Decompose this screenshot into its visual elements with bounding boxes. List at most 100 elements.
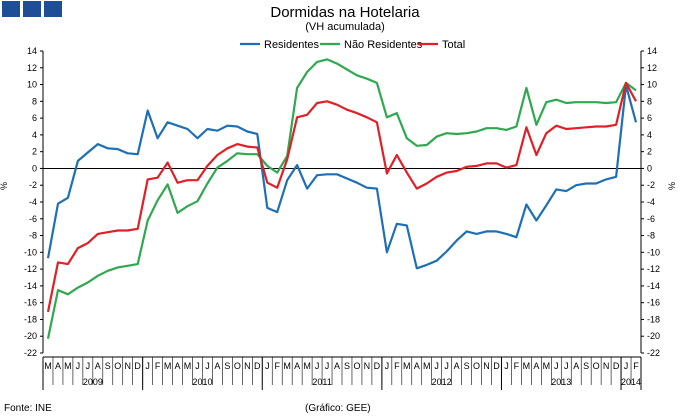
year-label: 2014 bbox=[621, 377, 641, 387]
y-tick-label-left: -22 bbox=[24, 348, 37, 358]
x-tick-label: A bbox=[573, 361, 579, 371]
y-tick-label-left: -20 bbox=[24, 331, 37, 341]
x-tick-label: J bbox=[265, 361, 270, 371]
x-tick-label: M bbox=[303, 361, 311, 371]
x-tick-label: A bbox=[533, 361, 539, 371]
chart-subtitle: (VH acumulada) bbox=[305, 21, 384, 33]
y-tick-label-right: -18 bbox=[647, 314, 660, 324]
y-tick-label-right: 6 bbox=[647, 113, 652, 123]
x-tick-label: O bbox=[473, 361, 480, 371]
x-tick-label: J bbox=[205, 361, 210, 371]
x-tick-label: A bbox=[334, 361, 340, 371]
x-tick-label: O bbox=[234, 361, 241, 371]
x-tick-label: N bbox=[483, 361, 490, 371]
chart-legend: Residentes Não Residentes Total bbox=[240, 39, 465, 51]
y-tick-label-right: 12 bbox=[647, 63, 657, 73]
y-tick-label-right: 4 bbox=[647, 130, 652, 140]
x-tick-label: J bbox=[195, 361, 200, 371]
year-label: 2010 bbox=[192, 377, 212, 387]
y-tick-label-right: -22 bbox=[647, 348, 660, 358]
x-tick-label: D bbox=[613, 361, 620, 371]
y-tick-label-left: -4 bbox=[29, 197, 37, 207]
y-tick-label-left: -8 bbox=[29, 231, 37, 241]
x-tick-label: M bbox=[44, 361, 52, 371]
y-tick-label-right: -4 bbox=[647, 197, 655, 207]
legend-label: Total bbox=[442, 39, 465, 51]
year-label: 2011 bbox=[312, 377, 331, 387]
y-tick-label-left: -2 bbox=[29, 180, 37, 190]
y-tick-label-right: -14 bbox=[647, 281, 660, 291]
x-tick-label: A bbox=[454, 361, 460, 371]
x-tick-label: D bbox=[493, 361, 500, 371]
x-tick-label: S bbox=[224, 361, 230, 371]
x-tick-label: J bbox=[504, 361, 509, 371]
x-tick-label: F bbox=[394, 361, 400, 371]
x-tick-label: J bbox=[76, 361, 81, 371]
y-tick-label-right: -6 bbox=[647, 214, 655, 224]
y-tick-label-left: -14 bbox=[24, 281, 37, 291]
legend-label: Residentes bbox=[264, 39, 320, 51]
x-tick-label: O bbox=[353, 361, 360, 371]
x-tick-label: S bbox=[105, 361, 111, 371]
y-tick-label-left: 4 bbox=[32, 130, 37, 140]
series-line-1 bbox=[46, 84, 638, 270]
x-tick-label: A bbox=[55, 361, 61, 371]
source-note: Fonte: INE bbox=[4, 403, 52, 414]
y-tick-label-right: -8 bbox=[647, 231, 655, 241]
x-tick-label: J bbox=[434, 361, 439, 371]
x-tick-label: M bbox=[64, 361, 72, 371]
x-tick-label: A bbox=[214, 361, 220, 371]
x-tick-label: S bbox=[344, 361, 350, 371]
x-tick-label: O bbox=[593, 361, 600, 371]
x-tick-label: J bbox=[145, 361, 150, 371]
y-tick-label-left: -6 bbox=[29, 214, 37, 224]
x-tick-label: D bbox=[374, 361, 381, 371]
x-tick-label: F bbox=[633, 361, 639, 371]
x-tick-label: J bbox=[564, 361, 569, 371]
y-tick-label-left: 10 bbox=[27, 80, 37, 90]
x-tick-label: A bbox=[294, 361, 300, 371]
y-tick-label-right: 14 bbox=[647, 46, 657, 56]
x-tick-label: M bbox=[164, 361, 172, 371]
year-label: 2012 bbox=[432, 377, 452, 387]
y-tick-label-left: 8 bbox=[32, 96, 37, 106]
y-tick-label-right: -20 bbox=[647, 331, 660, 341]
series-line-3 bbox=[46, 81, 637, 313]
y-tick-label-right: -12 bbox=[647, 264, 660, 274]
chart-title: Dormidas na Hotelaria bbox=[270, 4, 420, 21]
series-line-2 bbox=[46, 58, 637, 339]
y-tick-label-left: 6 bbox=[32, 113, 37, 123]
x-tick-label: F bbox=[514, 361, 520, 371]
x-tick-label: N bbox=[244, 361, 251, 371]
x-tick-label: M bbox=[283, 361, 291, 371]
y-tick-label-right: -2 bbox=[647, 180, 655, 190]
x-tick-label: J bbox=[444, 361, 449, 371]
y-tick-label-right: 10 bbox=[647, 80, 657, 90]
y-tick-label-right: 8 bbox=[647, 96, 652, 106]
x-tick-label: O bbox=[114, 361, 121, 371]
chart-axes: % % 14 14 12 12 10 10 8 8 6 6 4 4 2 2 0 0 -2 -2 -4 -4 -6 -6 -8… bbox=[0, 46, 677, 390]
y-axis-label-left: % bbox=[0, 182, 9, 190]
y-tick-label-left: -10 bbox=[24, 247, 37, 257]
x-tick-label: A bbox=[414, 361, 420, 371]
x-tick-label: A bbox=[95, 361, 101, 371]
y-tick-label-left: 0 bbox=[32, 163, 37, 173]
y-axis-label-right: % bbox=[667, 182, 677, 190]
y-tick-label-right: 2 bbox=[647, 147, 652, 157]
x-tick-label: N bbox=[364, 361, 371, 371]
year-label: 2013 bbox=[551, 377, 571, 387]
x-tick-label: A bbox=[175, 361, 181, 371]
y-tick-label-left: 2 bbox=[32, 147, 37, 157]
x-tick-label: D bbox=[134, 361, 141, 371]
y-tick-label-left: 12 bbox=[27, 63, 37, 73]
y-tick-label-right: -16 bbox=[647, 298, 660, 308]
y-tick-label-left: -16 bbox=[24, 298, 37, 308]
x-tick-label: J bbox=[554, 361, 559, 371]
x-tick-label: M bbox=[184, 361, 192, 371]
y-tick-label-right: -10 bbox=[647, 247, 660, 257]
x-tick-label: M bbox=[543, 361, 551, 371]
x-tick-label: J bbox=[315, 361, 320, 371]
ine-logo-icon bbox=[2, 1, 62, 17]
x-tick-label: S bbox=[464, 361, 470, 371]
